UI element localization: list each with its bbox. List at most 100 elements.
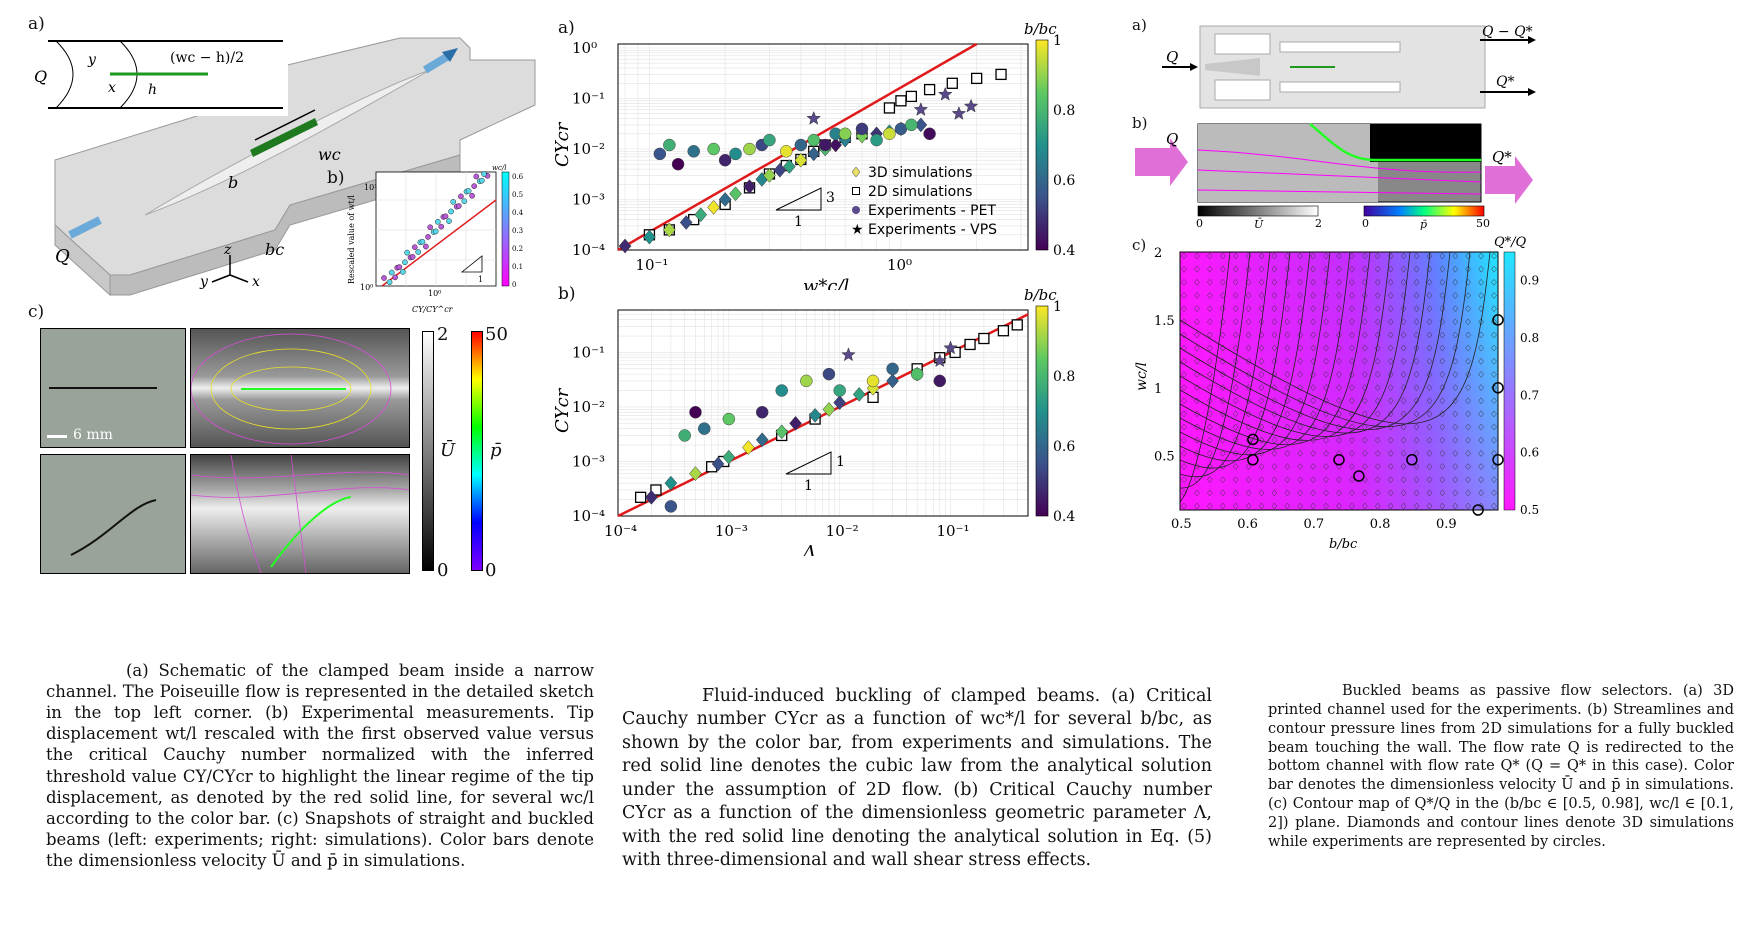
simulation-diamond [1271,371,1278,378]
simulation-diamond [1207,449,1213,457]
simulation-diamond [1426,410,1433,418]
simulation-diamond [1362,463,1368,470]
legend-marker-pet [852,206,860,214]
simulation-diamond [1336,318,1342,326]
simulation-diamond [1323,318,1329,326]
mid-panel-a-label: a) [558,18,575,38]
experiment-circle [1247,454,1259,466]
contour-line [1179,251,1231,503]
simulation-diamond [1426,331,1433,339]
simulation-diamond [1323,265,1329,273]
slope-label: 1 [836,454,845,470]
simulation-diamond [1478,463,1484,470]
beam-straight [49,387,157,389]
data-point-3d [743,179,756,194]
simulation-diamond [1362,318,1368,326]
simulation-diamond [1297,357,1304,365]
experiment-circle [1333,454,1345,466]
simulation-diamond [1258,449,1265,457]
simulation-diamond [1245,305,1252,313]
simulation-diamond [1491,476,1497,484]
legend-label: 3D simulations [868,165,972,181]
y-tick-label: 1 [1154,382,1162,397]
sketch-gap: (wc − h)/2 [170,50,244,66]
simulation-diamond [1194,397,1200,405]
flow-p-min: 0 [1362,217,1369,230]
simulation-diamond [1245,489,1252,497]
data-point-vps [932,353,948,368]
simulation-diamond [1400,476,1407,484]
simulation-diamond [1387,371,1394,378]
simulation-diamond [1349,463,1355,470]
simulation-diamond [1323,344,1329,352]
inset-point [400,269,406,275]
simulation-diamond [1207,489,1213,497]
data-point-vps [943,340,958,355]
simulation-diamond [1439,331,1446,339]
simulation-diamond [1387,449,1394,457]
experiment-circle [1247,433,1259,446]
contour-line [1179,251,1491,425]
simulation-diamond [1336,305,1342,313]
simulation-diamond [1362,489,1368,497]
x-tick-label: 0.8 [1370,517,1391,532]
chart-right-c: 0.5 0.6 0.7 0.8 0.9 0.5 1 1.5 2 b/bc wc/l Q*/Q 0.9 0.… [1134,235,1539,552]
simulation-diamond [1284,476,1291,484]
data-point-3d [643,229,656,245]
simulation-diamond [1323,502,1329,510]
simulation-diamond [1452,423,1459,431]
simulation-diamond [1323,292,1329,299]
simulation-diamond [1194,502,1200,510]
simulation-diamond [1336,278,1342,286]
data-point-2d [971,72,983,85]
simulation-diamond [1297,397,1304,405]
simulation-diamond [1219,502,1226,510]
outlet-arrow-icon [422,48,458,74]
simulation-diamond [1491,410,1497,418]
simulation-diamond [1400,449,1407,457]
simulation-diamond [1297,489,1304,497]
simulation-diamond [1491,292,1497,299]
simulation-diamond [1219,384,1226,391]
simulation-diamond [1194,265,1200,273]
data-point-3d [775,424,789,440]
simulation-diamond [1284,318,1291,326]
simulation-diamond [1258,423,1265,431]
simulation-diamond [1232,397,1239,405]
y-tick-label: 2 [1154,246,1162,261]
simulation-diamond [1465,476,1471,484]
simulation-diamond [1362,371,1368,378]
simulation-diamond [1387,252,1394,260]
simulation-diamond [1271,397,1278,405]
simulation-diamond [1194,292,1200,299]
y-axis-label: CYcr [552,387,573,433]
data-point-vps [913,102,929,116]
data-point-3d [829,137,842,153]
left-panel-b-label: b) [327,168,345,188]
simulation-diamond [1284,292,1291,299]
simulation-diamond [1181,436,1187,444]
colorbar-tick: 0.4 [1053,509,1075,525]
inset-point [415,249,422,255]
simulation-diamond [1310,318,1316,326]
simulation-diamond [1207,410,1213,418]
data-point-pet [886,362,899,376]
contour-line [1179,251,1271,478]
simulation-diamond [1258,344,1265,352]
inset-point [438,223,445,230]
simulation-diamond [1284,436,1291,444]
simulation-diamond [1349,449,1355,457]
simulation-diamond [1219,331,1226,339]
simulation-diamond [1374,502,1381,510]
simulation-diamond [1465,292,1471,299]
simulation-diamond [1297,331,1304,339]
simulation-diamond [1336,397,1342,405]
colorbar-tick: 0.9 [1520,274,1539,288]
simulation-diamond [1478,278,1484,286]
simulation-diamond [1400,502,1407,510]
simulation-diamond [1219,371,1226,378]
simulation-diamond [1245,252,1252,260]
inset-cbar-tick: 0.6 [512,173,524,181]
simulation-diamond [1181,502,1187,510]
simulation-diamond [1336,357,1342,365]
